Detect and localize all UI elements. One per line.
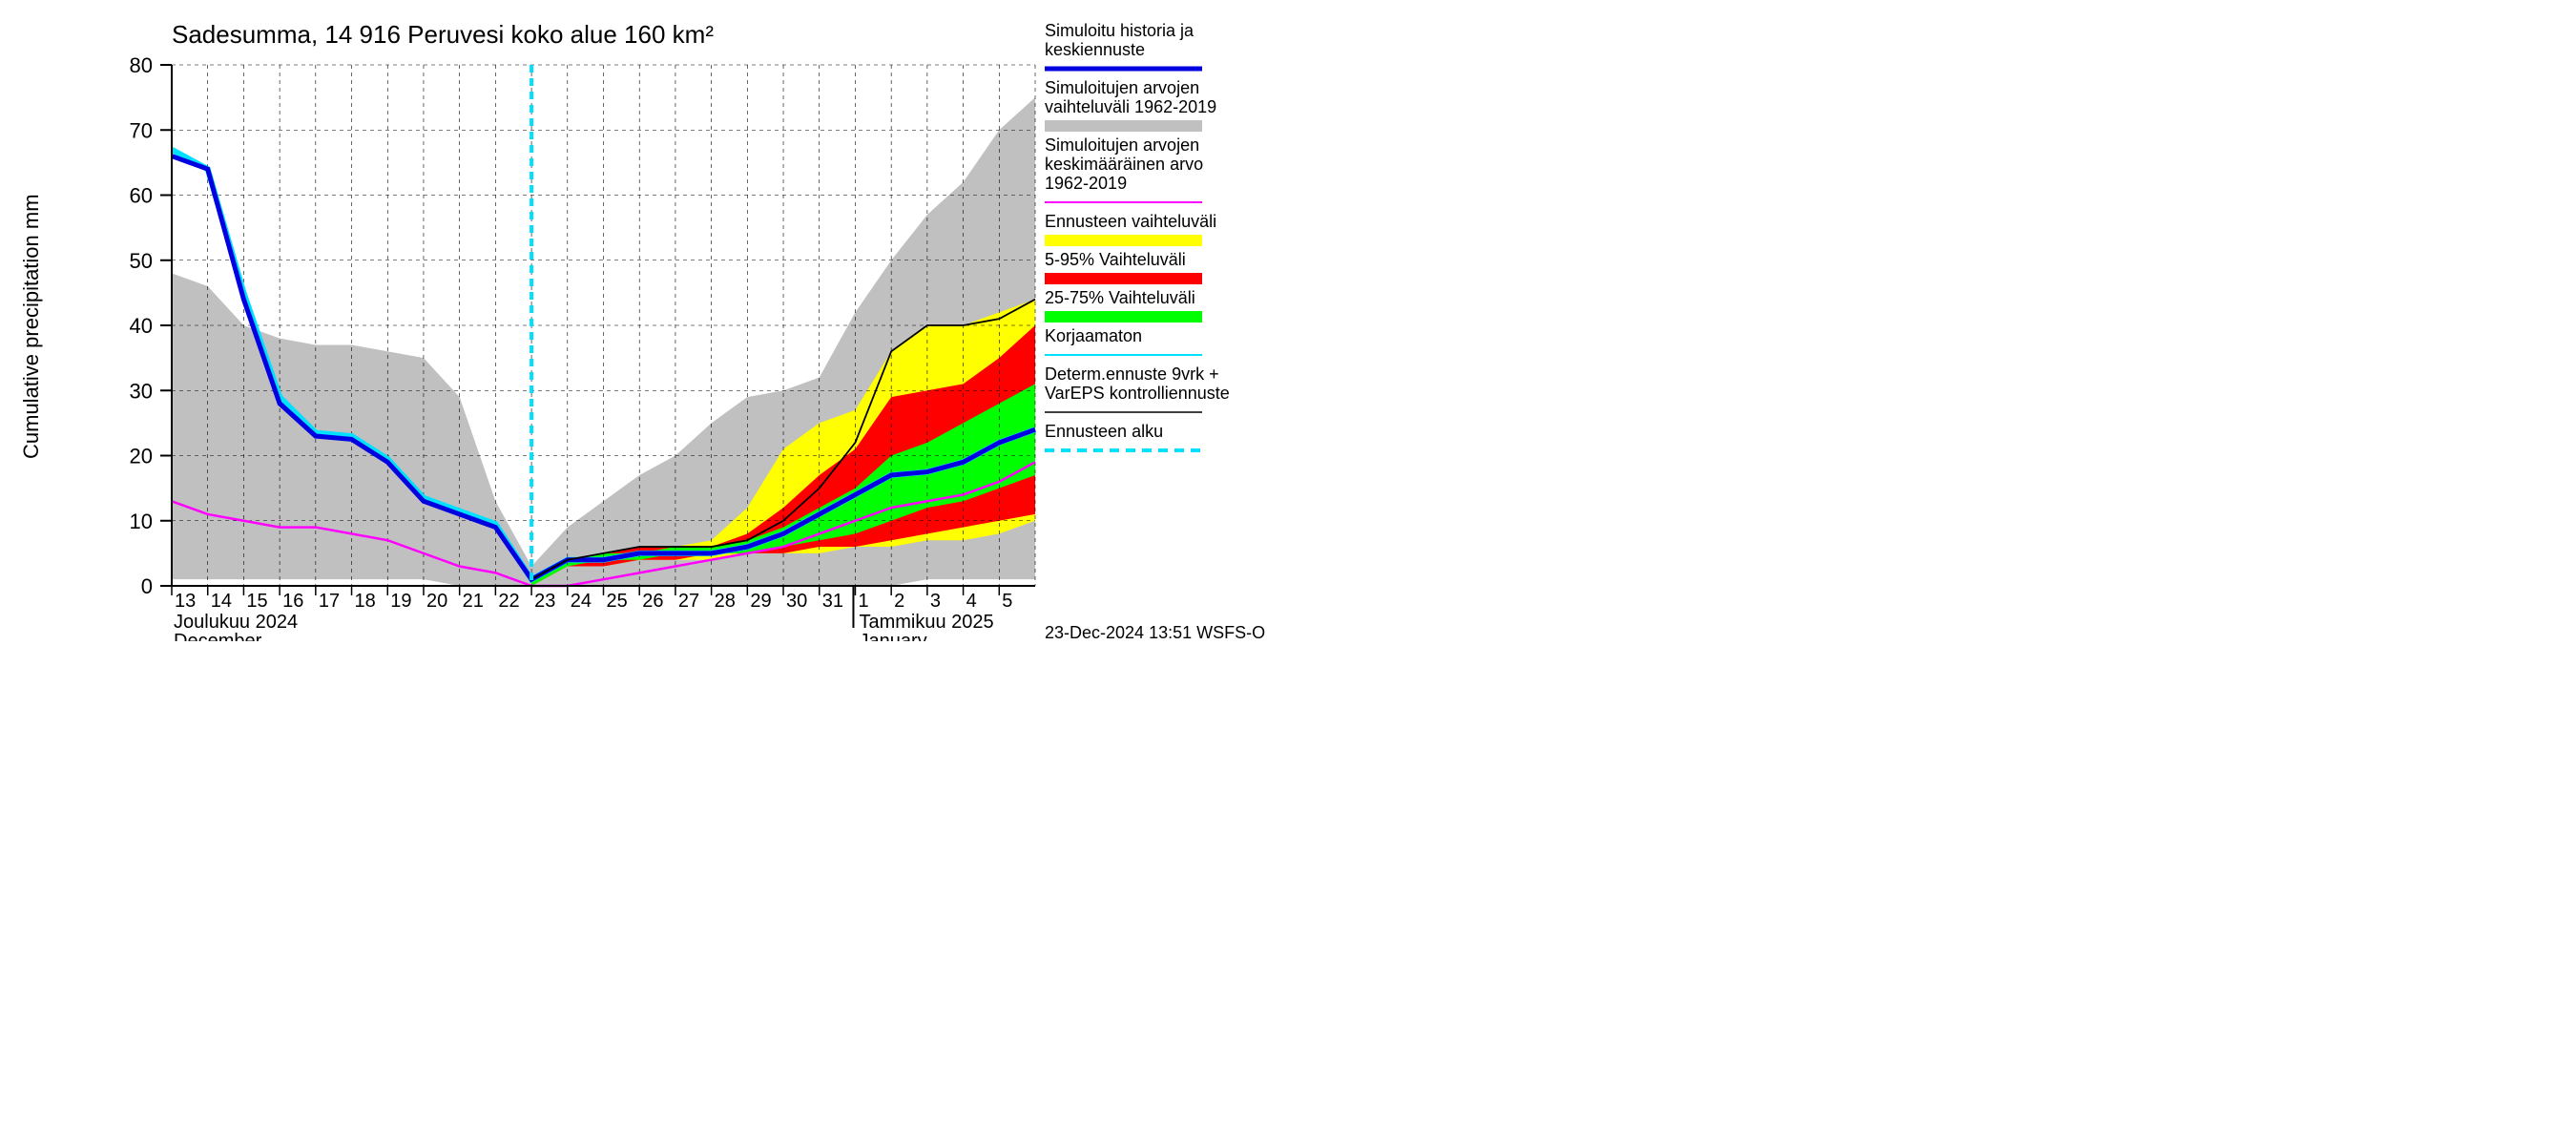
x-tick-label: 21	[463, 591, 484, 612]
chart-footer: 23-Dec-2024 13:51 WSFS-O	[1045, 623, 1265, 641]
y-tick-label: 30	[130, 379, 153, 403]
x-tick-label: 16	[282, 591, 303, 612]
x-tick-label: 31	[822, 591, 843, 612]
precipitation-chart: 0102030405060708013141516171819202122232…	[0, 0, 1431, 641]
x-tick-label: 14	[211, 591, 232, 612]
x-tick-label: 29	[750, 591, 771, 612]
y-tick-label: 80	[130, 53, 153, 77]
x-tick-label: 28	[715, 591, 736, 612]
legend-label: Simuloitujen arvojen	[1045, 78, 1199, 97]
y-tick-label: 50	[130, 249, 153, 273]
legend-label: 1962-2019	[1045, 174, 1127, 193]
legend-label: Determ.ennuste 9vrk +	[1045, 364, 1219, 384]
y-tick-label: 40	[130, 314, 153, 338]
y-tick-label: 0	[141, 574, 153, 598]
y-tick-label: 60	[130, 184, 153, 208]
x-tick-label: 30	[786, 591, 807, 612]
legend-swatch	[1045, 311, 1202, 323]
month-right-fi: Tammikuu 2025	[859, 612, 993, 633]
x-tick-label: 1	[858, 591, 868, 612]
y-tick-label: 70	[130, 118, 153, 142]
x-tick-label: 17	[319, 591, 340, 612]
x-tick-label: 4	[966, 591, 977, 612]
x-tick-label: 24	[571, 591, 592, 612]
legend-label: Ennusteen vaihteluväli	[1045, 212, 1216, 231]
legend-label: Korjaamaton	[1045, 326, 1142, 345]
x-tick-label: 3	[930, 591, 941, 612]
legend-label: Simuloitujen arvojen	[1045, 135, 1199, 155]
y-axis-label: Cumulative precipitation mm	[19, 194, 43, 459]
x-tick-label: 20	[426, 591, 447, 612]
x-tick-label: 19	[390, 591, 411, 612]
legend-label: Simuloitu historia ja	[1045, 21, 1195, 40]
x-tick-label: 13	[175, 591, 196, 612]
legend-swatch	[1045, 273, 1202, 284]
legend-swatch	[1045, 120, 1202, 132]
month-left-fi: Joulukuu 2024	[174, 612, 298, 633]
x-tick-label: 5	[1002, 591, 1012, 612]
chart-container: 0102030405060708013141516171819202122232…	[0, 0, 1431, 641]
month-right-en: January	[859, 631, 926, 641]
month-left-en: December	[174, 631, 262, 641]
legend-swatch	[1045, 235, 1202, 246]
legend-label: vaihteluväli 1962-2019	[1045, 97, 1216, 116]
x-tick-label: 2	[894, 591, 904, 612]
legend-label: keskiennuste	[1045, 40, 1145, 59]
x-tick-label: 15	[246, 591, 267, 612]
x-tick-label: 22	[498, 591, 519, 612]
legend-label: 5-95% Vaihteluväli	[1045, 250, 1186, 269]
legend-label: 25-75% Vaihteluväli	[1045, 288, 1195, 307]
legend-label: VarEPS kontrolliennuste	[1045, 384, 1230, 403]
legend-label: Ennusteen alku	[1045, 422, 1163, 441]
y-tick-label: 20	[130, 445, 153, 468]
x-tick-label: 26	[642, 591, 663, 612]
x-tick-label: 23	[534, 591, 555, 612]
x-tick-label: 25	[607, 591, 628, 612]
y-tick-label: 10	[130, 510, 153, 533]
legend-label: keskimääräinen arvo	[1045, 155, 1203, 174]
chart-title: Sadesumma, 14 916 Peruvesi koko alue 160…	[172, 20, 714, 49]
x-tick-label: 18	[355, 591, 376, 612]
x-tick-label: 27	[678, 591, 699, 612]
